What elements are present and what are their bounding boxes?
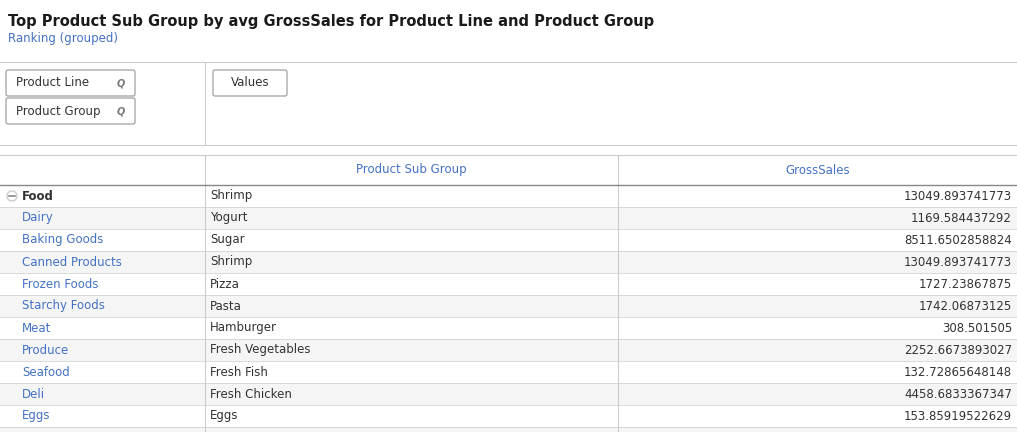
Text: 132.72865648148: 132.72865648148 [904, 365, 1012, 378]
Text: Food: Food [22, 190, 54, 203]
Bar [0, 273, 1017, 295]
Bar [0, 383, 1017, 405]
Text: Shrimp: Shrimp [210, 255, 252, 269]
Text: Q: Q [117, 106, 125, 116]
Text: Canned Products: Canned Products [22, 255, 122, 269]
Bar [0, 185, 1017, 207]
Text: Baking Goods: Baking Goods [22, 234, 104, 247]
Text: Fresh Chicken: Fresh Chicken [210, 388, 292, 400]
Bar [0, 207, 1017, 229]
Text: 13049.893741773: 13049.893741773 [904, 255, 1012, 269]
FancyBboxPatch shape [6, 98, 135, 124]
Text: Product Line: Product Line [16, 76, 89, 89]
Text: Dairy: Dairy [22, 212, 54, 225]
Bar [0, 295, 1017, 317]
FancyBboxPatch shape [6, 70, 135, 96]
Text: Top Product Sub Group by avg GrossSales for Product Line and Product Group: Top Product Sub Group by avg GrossSales … [8, 14, 654, 29]
Text: Seafood: Seafood [22, 365, 70, 378]
Text: 308.501505: 308.501505 [942, 321, 1012, 334]
Text: 1169.584437292: 1169.584437292 [911, 212, 1012, 225]
Text: Ranking (grouped): Ranking (grouped) [8, 32, 118, 45]
Text: GrossSales: GrossSales [785, 163, 850, 177]
Bar [0, 405, 1017, 427]
Text: Sugar: Sugar [210, 234, 245, 247]
Text: 153.85919522629: 153.85919522629 [904, 410, 1012, 422]
Text: 1727.23867875: 1727.23867875 [918, 277, 1012, 290]
Text: Shrimp: Shrimp [210, 190, 252, 203]
Text: Product Group: Product Group [16, 105, 101, 118]
Text: 8511.6502858824: 8511.6502858824 [904, 234, 1012, 247]
Text: Hamburger: Hamburger [210, 321, 277, 334]
Text: Eggs: Eggs [22, 410, 51, 422]
Bar [0, 427, 1017, 432]
Text: Pizza: Pizza [210, 277, 240, 290]
Text: Frozen Foods: Frozen Foods [22, 277, 99, 290]
Text: Eggs: Eggs [210, 410, 239, 422]
Text: 4458.6833367347: 4458.6833367347 [904, 388, 1012, 400]
Text: 2252.6673893027: 2252.6673893027 [904, 343, 1012, 356]
Bar [0, 229, 1017, 251]
Text: Yogurt: Yogurt [210, 212, 247, 225]
Text: Produce: Produce [22, 343, 69, 356]
Text: 1742.06873125: 1742.06873125 [918, 299, 1012, 312]
Text: Product Sub Group: Product Sub Group [356, 163, 467, 177]
Text: Fresh Vegetables: Fresh Vegetables [210, 343, 310, 356]
Text: Pasta: Pasta [210, 299, 242, 312]
Text: Starchy Foods: Starchy Foods [22, 299, 105, 312]
Bar [0, 339, 1017, 361]
Bar [0, 317, 1017, 339]
Text: Meat: Meat [22, 321, 52, 334]
Bar [0, 251, 1017, 273]
Text: Q: Q [117, 78, 125, 88]
Text: Deli: Deli [22, 388, 45, 400]
Text: 13049.893741773: 13049.893741773 [904, 190, 1012, 203]
Text: Fresh Fish: Fresh Fish [210, 365, 267, 378]
Bar [0, 361, 1017, 383]
Text: Values: Values [231, 76, 270, 89]
FancyBboxPatch shape [213, 70, 287, 96]
